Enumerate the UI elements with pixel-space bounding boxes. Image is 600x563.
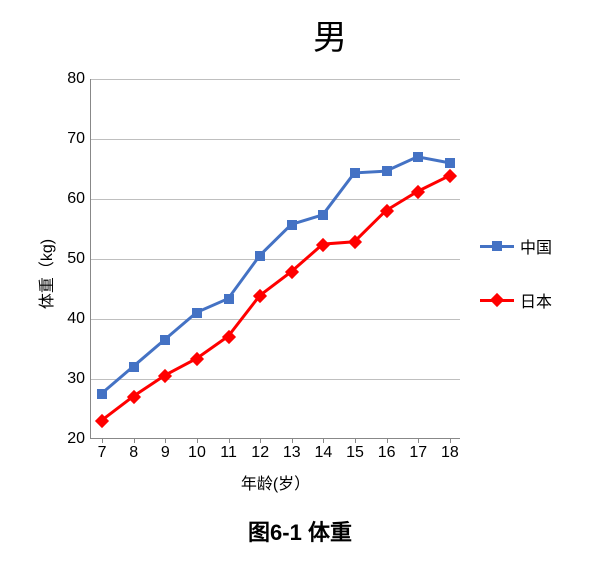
- x-tick-mark: [260, 438, 261, 443]
- x-tick-mark: [134, 438, 135, 443]
- x-tick-mark: [323, 438, 324, 443]
- y-tick-label: 60: [67, 190, 85, 208]
- series-marker: [348, 235, 362, 249]
- series-marker: [192, 308, 202, 318]
- grid-line: [91, 319, 460, 320]
- series-marker: [253, 289, 267, 303]
- x-tick-mark: [450, 438, 451, 443]
- series-marker: [413, 152, 423, 162]
- series-marker: [382, 166, 392, 176]
- series-marker: [97, 389, 107, 399]
- series-marker: [127, 390, 141, 404]
- x-tick-label: 17: [409, 444, 427, 462]
- x-tick-label: 10: [188, 444, 206, 462]
- series-marker: [221, 330, 235, 344]
- x-tick-label: 14: [315, 444, 333, 462]
- series-marker: [380, 204, 394, 218]
- legend-swatch-china: [480, 245, 514, 248]
- x-tick-label: 15: [346, 444, 364, 462]
- x-tick-label: 8: [129, 444, 138, 462]
- x-tick-label: 16: [378, 444, 396, 462]
- chart-title: 男: [80, 10, 580, 59]
- series-marker: [158, 369, 172, 383]
- series-marker: [255, 251, 265, 261]
- legend-item-japan: 日本: [480, 288, 552, 312]
- y-tick-label: 70: [67, 130, 85, 148]
- x-tick-label: 9: [161, 444, 170, 462]
- series-marker: [285, 265, 299, 279]
- legend-label-japan: 日本: [520, 288, 552, 312]
- series-marker: [316, 238, 330, 252]
- grid-line: [91, 199, 460, 200]
- plot-wrapper: 体重（kg) 年龄(岁） 203040506070807891011121314…: [20, 69, 580, 479]
- series-marker: [350, 168, 360, 178]
- legend-item-china: 中国: [480, 234, 552, 258]
- x-tick-label: 11: [220, 444, 237, 462]
- series-marker: [318, 210, 328, 220]
- y-axis-label: 体重（kg): [33, 239, 57, 309]
- series-marker: [160, 335, 170, 345]
- series-marker: [95, 414, 109, 428]
- series-marker: [445, 158, 455, 168]
- chart-container: 男 体重（kg) 年龄(岁） 2030405060708078910111213…: [20, 10, 580, 510]
- series-marker: [129, 362, 139, 372]
- x-axis-label: 年龄(岁）: [241, 470, 310, 494]
- series-line-1: [102, 176, 449, 420]
- x-tick-mark: [355, 438, 356, 443]
- grid-line: [91, 139, 460, 140]
- series-marker: [190, 352, 204, 366]
- x-tick-mark: [102, 438, 103, 443]
- x-tick-mark: [292, 438, 293, 443]
- y-tick-label: 50: [67, 250, 85, 268]
- legend-swatch-japan: [480, 299, 514, 302]
- y-tick-label: 80: [67, 70, 85, 88]
- figure-caption: 图6-1 体重: [0, 515, 600, 547]
- legend: 中国 日本: [480, 234, 552, 342]
- x-tick-label: 12: [251, 444, 269, 462]
- x-tick-mark: [418, 438, 419, 443]
- x-tick-label: 7: [98, 444, 107, 462]
- x-tick-label: 18: [441, 444, 459, 462]
- y-tick-label: 20: [67, 430, 85, 448]
- series-marker: [287, 220, 297, 230]
- series-marker: [224, 294, 234, 304]
- legend-label-china: 中国: [520, 234, 552, 258]
- x-tick-mark: [229, 438, 230, 443]
- plot-area: 年龄(岁） 2030405060708078910111213141516171…: [90, 79, 460, 439]
- grid-line: [91, 79, 460, 80]
- grid-line: [91, 259, 460, 260]
- x-tick-label: 13: [283, 444, 301, 462]
- x-tick-mark: [165, 438, 166, 443]
- x-tick-mark: [387, 438, 388, 443]
- y-tick-label: 30: [67, 370, 85, 388]
- grid-line: [91, 379, 460, 380]
- series-marker: [443, 169, 457, 183]
- y-tick-label: 40: [67, 310, 85, 328]
- series-marker: [411, 185, 425, 199]
- x-tick-mark: [197, 438, 198, 443]
- series-line-0: [102, 157, 449, 393]
